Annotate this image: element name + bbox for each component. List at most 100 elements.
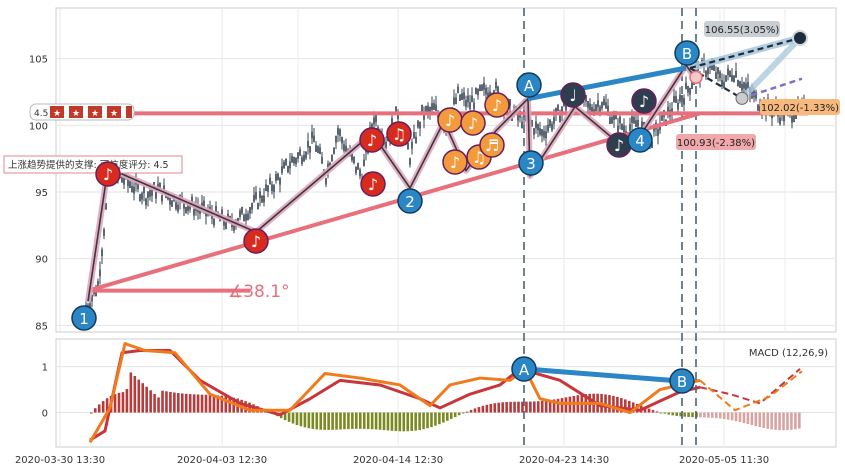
angle-label: ∡38.1° (228, 282, 290, 302)
candle-body (265, 184, 267, 192)
pattern-point-1 (71, 305, 97, 331)
candle-body (155, 191, 157, 199)
price-y-tick: 105 (29, 55, 48, 66)
macd-histogram-bar (117, 392, 121, 413)
candle-body (535, 121, 537, 129)
candle-body (557, 104, 559, 112)
macd-histogram-bar (556, 398, 560, 413)
macd-histogram-bar (469, 409, 473, 413)
macd-histogram-bar (790, 412, 793, 430)
macd-histogram-bar (671, 412, 675, 416)
candle-body (413, 132, 415, 139)
macd-histogram-bar (762, 412, 766, 428)
macd-histogram-bar (434, 412, 437, 426)
grid (56, 8, 836, 447)
macd-histogram-bar (730, 412, 734, 421)
candle-body (713, 64, 715, 71)
candle-body (397, 112, 399, 120)
macd-panel (88, 342, 803, 444)
macd-histogram-bar (707, 412, 710, 418)
macd-histogram-bar (548, 400, 552, 413)
candle-body (675, 96, 677, 103)
macd-histogram-bar (509, 401, 512, 413)
candle-body (341, 136, 343, 144)
candle-body (315, 145, 317, 152)
candle-body (289, 161, 291, 169)
candle-body (295, 157, 297, 165)
candle-body (245, 214, 247, 221)
macd-histogram-bar (798, 412, 801, 429)
macd-histogram-bar (560, 398, 564, 413)
candle-body (457, 86, 459, 94)
macd-histogram-bar (366, 412, 370, 429)
macd-histogram-bar (220, 395, 224, 413)
candle-body (97, 281, 99, 288)
candle-body (673, 95, 675, 103)
support-label: 上涨趋势提供的支撑: 可信度评分: 4.5 (8, 159, 169, 171)
candle-body (613, 113, 615, 120)
candle-body (429, 106, 431, 114)
music-note-badge (484, 92, 510, 118)
target-low-label: 100.93(-2.38%) (677, 138, 755, 149)
candle-body (263, 195, 265, 203)
macd-histogram-bar (552, 399, 556, 413)
macd-histogram-bar (184, 393, 188, 413)
macd-histogram-bar (422, 412, 425, 430)
macd-histogram-bar (374, 412, 378, 430)
candle-body (169, 197, 171, 205)
macd-y-tick: 0 (42, 409, 48, 420)
macd-histogram-bar (608, 395, 611, 413)
candle-body (599, 106, 601, 114)
candle-body (743, 81, 745, 89)
candle-body (615, 112, 617, 120)
music-note-badge-icon: ♪ (367, 131, 377, 150)
macd-histogram-bar (438, 412, 441, 425)
candle-body (105, 203, 107, 210)
candle-body (623, 125, 625, 133)
macd-histogram-bar (382, 412, 386, 431)
macd-histogram-bar (216, 395, 220, 413)
ab-macd-line (525, 366, 681, 384)
x-tick-label: 2020-04-23 14:30 (519, 455, 609, 466)
macd-histogram-bar (782, 412, 785, 431)
music-note-badge-icon: ♪ (639, 92, 649, 111)
candle-body (325, 177, 327, 185)
candle-body (679, 94, 681, 102)
projection-mid-extension (741, 77, 803, 100)
candle-body (545, 131, 547, 139)
candle-body (337, 127, 339, 135)
macd-legend: MACD (12,26,9) (749, 348, 828, 359)
macd-histogram-bar (679, 412, 682, 417)
candle-body (415, 136, 417, 144)
music-note-badge (631, 88, 657, 114)
music-note-badge (386, 121, 412, 147)
macd-histogram-bar (339, 412, 342, 430)
macd-histogram-bar (177, 393, 180, 413)
macd-histogram-bar (378, 412, 382, 430)
macd-histogram-bar (493, 403, 497, 413)
macd-histogram-bar (370, 412, 374, 430)
candle-body (297, 152, 299, 159)
candle-body (309, 145, 311, 153)
target-mid-label: 102.02(-1.33%) (761, 103, 839, 114)
candle-body (395, 106, 397, 113)
macd-histogram-bar (295, 412, 299, 426)
candle-body (243, 214, 245, 222)
candle-body (475, 87, 477, 95)
macd-histogram-bar (204, 394, 208, 413)
pattern-point-4 (627, 127, 653, 153)
music-note-badge (479, 132, 505, 158)
candle-body (303, 155, 305, 162)
candle-body (433, 103, 435, 110)
candle-body (143, 186, 145, 194)
candle-body (373, 117, 375, 125)
candle-body (551, 123, 553, 131)
music-note-badge (359, 127, 385, 153)
macd-histogram-bar (355, 412, 358, 429)
macd-histogram-bar (714, 412, 718, 419)
candle-body (463, 92, 465, 100)
candle-body (213, 218, 215, 226)
macd-histogram-bar (426, 412, 429, 429)
macd-histogram-bar (513, 401, 516, 413)
candle-body (795, 112, 797, 119)
